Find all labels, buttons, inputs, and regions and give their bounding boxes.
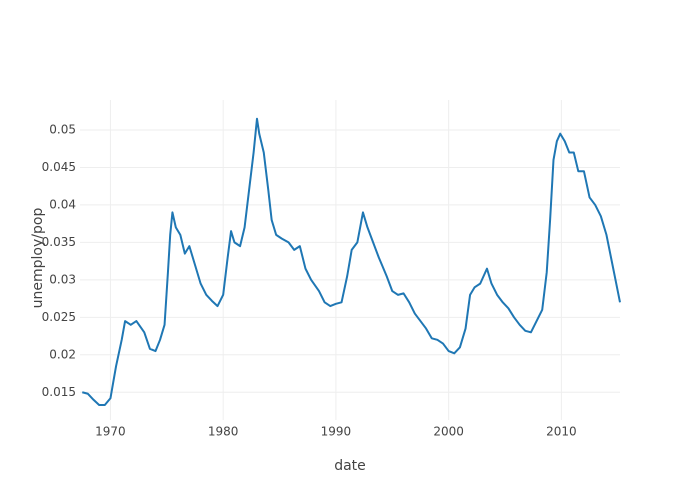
y-tick-label: 0.05 (49, 122, 76, 136)
y-tick-label: 0.04 (49, 197, 76, 211)
y-axis-title: unemploy/pop (30, 208, 46, 309)
y-tick-label: 0.015 (42, 385, 76, 399)
x-tick-label: 2000 (433, 425, 464, 439)
x-tick-label: 1980 (208, 425, 239, 439)
y-tick-label: 0.035 (42, 235, 76, 249)
y-tick-label: 0.03 (49, 272, 76, 286)
x-tick-label: 2010 (546, 425, 577, 439)
x-axis-title: date (334, 458, 366, 474)
y-tick-label: 0.045 (42, 160, 76, 174)
y-tick-label: 0.025 (42, 310, 76, 324)
x-tick-label: 1970 (95, 425, 126, 439)
line (81, 117, 621, 407)
x-tick-label: 1990 (321, 425, 352, 439)
y-tick-label: 0.02 (49, 347, 76, 361)
